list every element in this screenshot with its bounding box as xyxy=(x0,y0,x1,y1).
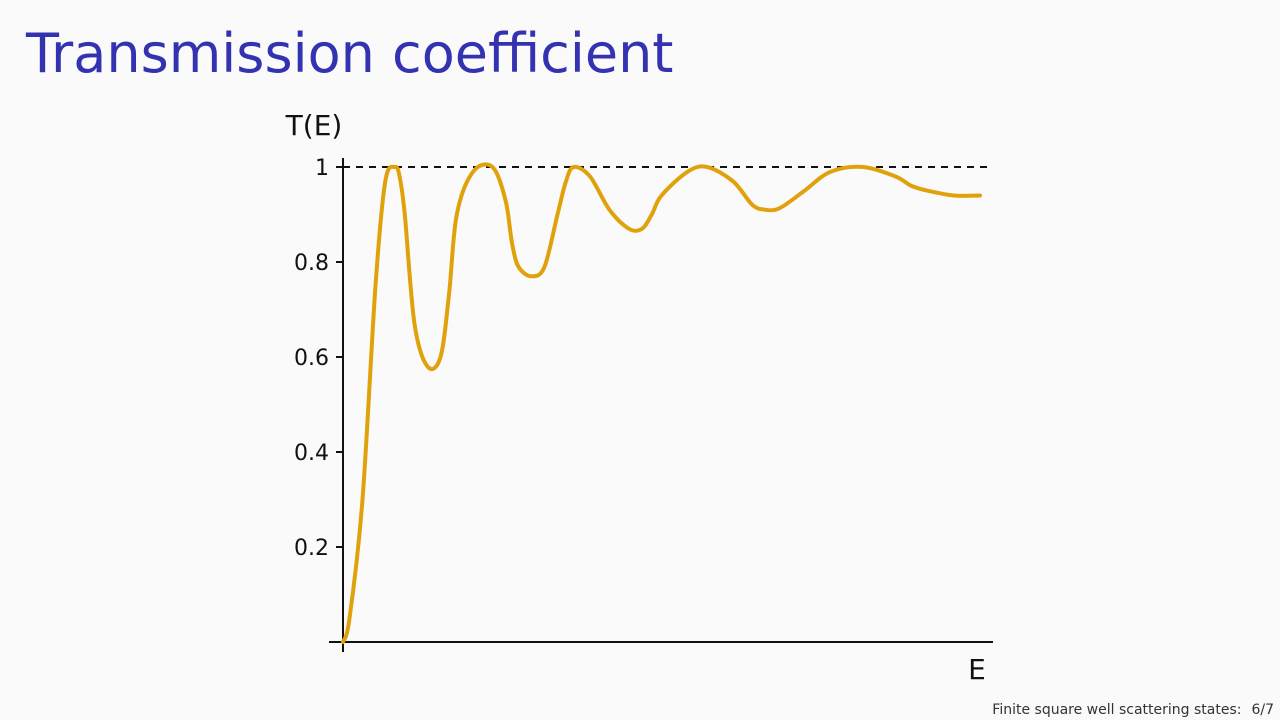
y-tick-label: 1 xyxy=(315,156,329,181)
y-tick-label: 0.6 xyxy=(294,346,329,371)
slide-footer: Finite square well scattering states: 6/7 xyxy=(992,702,1274,718)
footer-title: Finite square well scattering states: xyxy=(992,702,1242,718)
y-ticks: 0.2 0.4 0.6 0.8 1 xyxy=(294,156,343,561)
y-tick-label: 0.4 xyxy=(294,441,329,466)
page-number: 6/7 xyxy=(1251,702,1274,718)
y-tick-label: 0.8 xyxy=(294,251,329,276)
y-axis-label: T(E) xyxy=(285,109,343,142)
slide-title: Transmission coefficient xyxy=(26,22,674,85)
x-axis-label: E xyxy=(968,653,986,686)
y-tick-label: 0.2 xyxy=(294,536,329,561)
t-curve xyxy=(341,162,982,644)
